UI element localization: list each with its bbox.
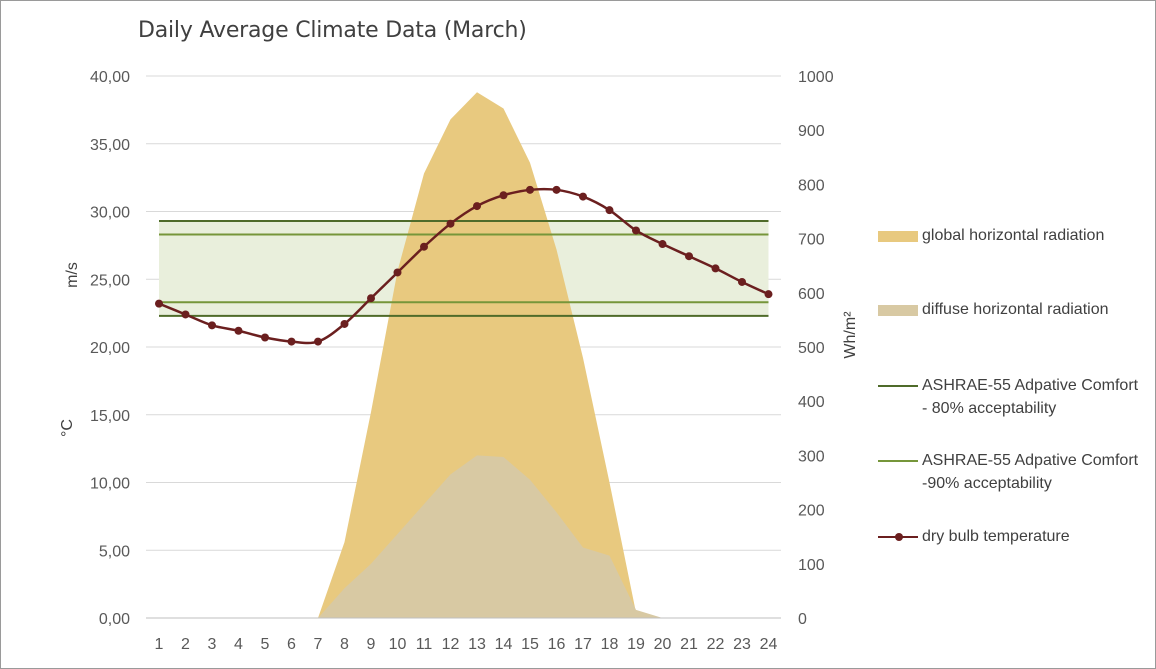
x-tick-label: 16 [548, 636, 566, 653]
dry-bulb-point [526, 185, 534, 194]
y-left-tick-label: 30,00 [90, 205, 130, 222]
x-tick-label: 24 [760, 636, 778, 653]
y-right-tick-label: 600 [798, 286, 825, 303]
dry-bulb-point [314, 337, 322, 346]
x-tick-label: 6 [287, 636, 296, 653]
dry-bulb-point [499, 191, 508, 200]
legend-label-comfort-90-line2: -90% acceptability [922, 475, 1052, 492]
y-left-tick-label: 40,00 [90, 69, 130, 86]
dry-bulb-point [234, 326, 243, 335]
dry-bulb-point [552, 185, 561, 194]
y-left-tick-label: 35,00 [90, 137, 130, 154]
x-tick-label: 12 [442, 636, 460, 653]
x-tick-label: 18 [601, 636, 619, 653]
x-tick-label: 2 [181, 636, 190, 653]
dry-bulb-point [605, 206, 614, 215]
legend-swatch-global [878, 231, 918, 242]
global-radiation-area [159, 92, 769, 618]
y-right-tick-label: 1000 [798, 69, 834, 86]
dry-bulb-point [287, 337, 296, 346]
x-tick-label: 23 [733, 636, 751, 653]
dry-bulb-point [393, 268, 402, 277]
x-tick-label: 3 [208, 636, 217, 653]
legend-label-dry-bulb: dry bulb temperature [922, 528, 1070, 545]
dry-bulb-point [685, 252, 693, 261]
legend-marker-dry-bulb [895, 533, 903, 541]
x-tick-label: 8 [340, 636, 349, 653]
y-right-tick-label: 700 [798, 232, 825, 249]
x-tick-label: 22 [707, 636, 725, 653]
dry-bulb-point [420, 242, 428, 251]
dry-bulb-point [738, 277, 746, 286]
dry-bulb-point [711, 264, 720, 273]
chart-title: Daily Average Climate Data (March) [138, 18, 527, 43]
x-tick-label: 15 [521, 636, 539, 653]
legend-label-comfort-80-line1: ASHRAE-55 Adpative Comfort [922, 377, 1139, 394]
y-left-tick-label: 25,00 [90, 272, 130, 289]
x-tick-label: 19 [627, 636, 645, 653]
y-right-tick-label: 100 [798, 557, 825, 574]
dry-bulb-point [446, 219, 455, 228]
x-tick-label: 11 [416, 636, 433, 653]
x-tick-label: 20 [654, 636, 672, 653]
x-tick-label: 14 [495, 636, 513, 653]
legend-swatch-diffuse [878, 305, 918, 316]
x-tick-label: 9 [367, 636, 376, 653]
y-right-tick-label: 500 [798, 340, 825, 357]
x-tick-label: 4 [234, 636, 243, 653]
y-right-tick-label: 200 [798, 503, 825, 520]
dry-bulb-point [208, 321, 216, 330]
y-left-tick-label: 0,00 [99, 611, 130, 628]
dry-bulb-point [340, 319, 349, 328]
diffuse-radiation-area [159, 455, 769, 618]
x-tick-label: 5 [261, 636, 270, 653]
legend-label-diffuse: diffuse horizontal radiation [922, 301, 1109, 318]
legend-label-comfort-90-line1: ASHRAE-55 Adpative Comfort [922, 452, 1139, 469]
dry-bulb-point [764, 290, 773, 299]
y-right-tick-label: 900 [798, 123, 825, 140]
y-left-tick-label: 5,00 [99, 543, 130, 560]
x-tick-label: 7 [314, 636, 323, 653]
x-tick-label: 17 [574, 636, 592, 653]
x-tick-label: 1 [155, 636, 164, 653]
y-left-tick-label: 10,00 [90, 476, 130, 493]
y-right-tick-label: 800 [798, 177, 825, 194]
y-right-tick-label: 300 [798, 448, 825, 465]
legend-label-comfort-80-line2: - 80% acceptability [922, 400, 1057, 417]
legend-swatch-comfort-90 [878, 460, 918, 462]
x-tick-label: 13 [468, 636, 486, 653]
legend-label-global: global horizontal radiation [922, 227, 1105, 244]
y-left-tick-label: 15,00 [90, 408, 130, 425]
dry-bulb-point [473, 202, 481, 211]
x-tick-label: 21 [680, 636, 698, 653]
x-tick-label: 10 [389, 636, 407, 653]
dry-bulb-point [632, 226, 640, 235]
y-right-tick-label: 400 [798, 394, 825, 411]
dry-bulb-point [658, 240, 667, 249]
y-right-tick-label: 0 [798, 611, 807, 628]
legend-swatch-comfort-80 [878, 385, 918, 387]
y-left-tick-label: 20,00 [90, 340, 130, 357]
dry-bulb-point [181, 310, 190, 319]
dry-bulb-point [261, 333, 269, 342]
dry-bulb-point [367, 294, 375, 303]
dry-bulb-point [155, 299, 163, 308]
dry-bulb-point [579, 192, 587, 201]
